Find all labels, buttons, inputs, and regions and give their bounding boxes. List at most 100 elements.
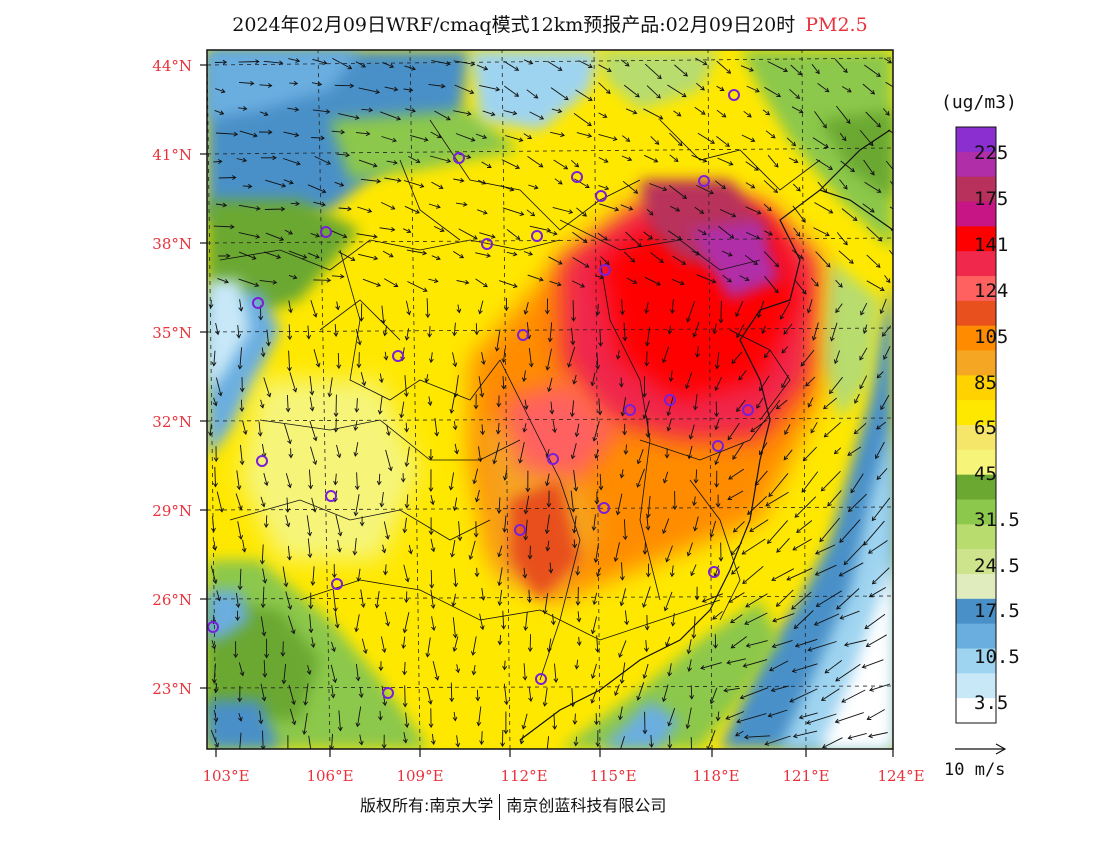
wind-arrowhead bbox=[459, 253, 465, 259]
wind-arrowhead bbox=[827, 501, 832, 507]
wind-arrow bbox=[823, 397, 837, 410]
wind-arrow bbox=[763, 230, 773, 236]
wind-arrow bbox=[214, 109, 224, 115]
wind-arrowhead bbox=[727, 252, 733, 257]
wind-arrow bbox=[696, 274, 716, 283]
wind-arrowhead bbox=[260, 603, 266, 609]
wind-arrowhead bbox=[238, 535, 244, 540]
wind-arrowhead bbox=[750, 137, 756, 142]
wind-arrowhead bbox=[422, 250, 428, 256]
wind-arrow bbox=[669, 154, 679, 162]
wind-arrow bbox=[745, 161, 759, 171]
wind-arrow bbox=[454, 375, 459, 397]
wind-arrow bbox=[215, 322, 219, 335]
wind-arrowhead bbox=[380, 319, 386, 325]
wind-arrow bbox=[499, 635, 502, 645]
wind-arrowhead bbox=[333, 480, 339, 486]
wind-arrowhead bbox=[389, 63, 395, 69]
wind-arrowhead bbox=[255, 234, 261, 239]
wind-arrow bbox=[529, 225, 551, 232]
wind-arrow bbox=[862, 659, 884, 668]
wind-arrowhead bbox=[658, 115, 664, 120]
wind-arrowhead bbox=[401, 644, 407, 649]
wind-arrow bbox=[839, 562, 864, 577]
wind-arrowhead bbox=[662, 358, 667, 364]
wind-arrow bbox=[384, 325, 388, 336]
wind-arrowhead bbox=[582, 238, 588, 244]
wind-arrowhead bbox=[523, 405, 529, 410]
wind-arrowhead bbox=[557, 180, 563, 185]
wind-arrowhead bbox=[557, 108, 563, 114]
wind-arrow bbox=[644, 63, 662, 79]
wind-arrow bbox=[403, 661, 406, 675]
wind-arrow bbox=[402, 228, 411, 233]
wind-arrowhead bbox=[474, 330, 480, 336]
wind-arrow bbox=[307, 325, 310, 339]
wind-arrow bbox=[871, 497, 891, 521]
wind-arrow bbox=[332, 589, 337, 612]
wind-arrow bbox=[237, 521, 242, 540]
wind-arrow bbox=[577, 566, 579, 575]
wind-reference-arrow bbox=[955, 743, 1007, 755]
wind-arrowhead bbox=[213, 688, 219, 694]
wind-arrowhead bbox=[682, 194, 688, 200]
wind-arrow bbox=[598, 64, 612, 72]
wind-arrow bbox=[667, 84, 687, 97]
wind-arrow bbox=[238, 278, 259, 287]
wind-arrow bbox=[822, 737, 843, 749]
wind-arrow bbox=[731, 636, 747, 649]
wind-arrowhead bbox=[267, 129, 273, 135]
wind-arrow bbox=[544, 687, 548, 706]
wind-arrow bbox=[428, 83, 445, 87]
wind-arrow bbox=[620, 588, 627, 606]
wind-arrowhead bbox=[604, 185, 610, 191]
wind-arrow bbox=[458, 228, 478, 240]
wind-arrowhead bbox=[320, 135, 325, 141]
wind-arrow bbox=[617, 350, 620, 359]
wind-arrowhead bbox=[519, 211, 525, 216]
wind-arrow bbox=[479, 232, 496, 238]
wind-arrowhead bbox=[767, 712, 773, 718]
wind-arrow bbox=[335, 418, 337, 432]
wind-arrow bbox=[235, 493, 242, 510]
wind-arrowhead bbox=[435, 204, 441, 209]
wind-arrowhead bbox=[400, 356, 406, 362]
wind-arrowhead bbox=[632, 279, 638, 284]
wind-arrowhead bbox=[860, 310, 865, 316]
wind-arrowhead bbox=[315, 362, 321, 368]
wind-arrowhead bbox=[356, 577, 362, 582]
wind-arrow bbox=[719, 209, 736, 217]
wind-arrowhead bbox=[805, 719, 811, 725]
wind-arrow bbox=[695, 469, 698, 483]
wind-arrowhead bbox=[810, 428, 815, 434]
wind-arrow bbox=[619, 706, 623, 720]
wind-arrow bbox=[621, 662, 626, 684]
wind-arrow bbox=[598, 184, 609, 190]
wind-arrowhead bbox=[823, 432, 829, 438]
wind-arrow bbox=[599, 329, 602, 346]
wind-arrow bbox=[744, 735, 771, 738]
wind-arrow bbox=[841, 86, 852, 93]
wind-arrowhead bbox=[693, 526, 698, 532]
wind-arrow bbox=[406, 328, 410, 340]
wind-arrow bbox=[783, 323, 793, 335]
wind-arrowhead bbox=[404, 598, 409, 604]
wind-arrowhead bbox=[596, 572, 601, 578]
wind-arrow bbox=[670, 370, 673, 382]
wind-arrowhead bbox=[472, 479, 478, 485]
wind-arrowhead bbox=[430, 740, 436, 745]
wind-arrow bbox=[668, 707, 676, 726]
wind-arrow bbox=[725, 711, 745, 720]
wind-arrowhead bbox=[263, 111, 269, 117]
wind-arrowhead bbox=[875, 263, 881, 268]
wind-arrow bbox=[239, 444, 243, 465]
wind-arrowhead bbox=[662, 529, 667, 535]
wind-arrowhead bbox=[390, 205, 396, 210]
wind-arrow bbox=[288, 250, 307, 259]
wind-arrowhead bbox=[238, 307, 244, 312]
wind-arrow bbox=[336, 153, 350, 156]
lon-label: 109°E bbox=[396, 767, 443, 785]
wind-arrow bbox=[404, 205, 420, 214]
wind-arrowhead bbox=[452, 716, 458, 722]
wind-arrow bbox=[762, 109, 770, 116]
